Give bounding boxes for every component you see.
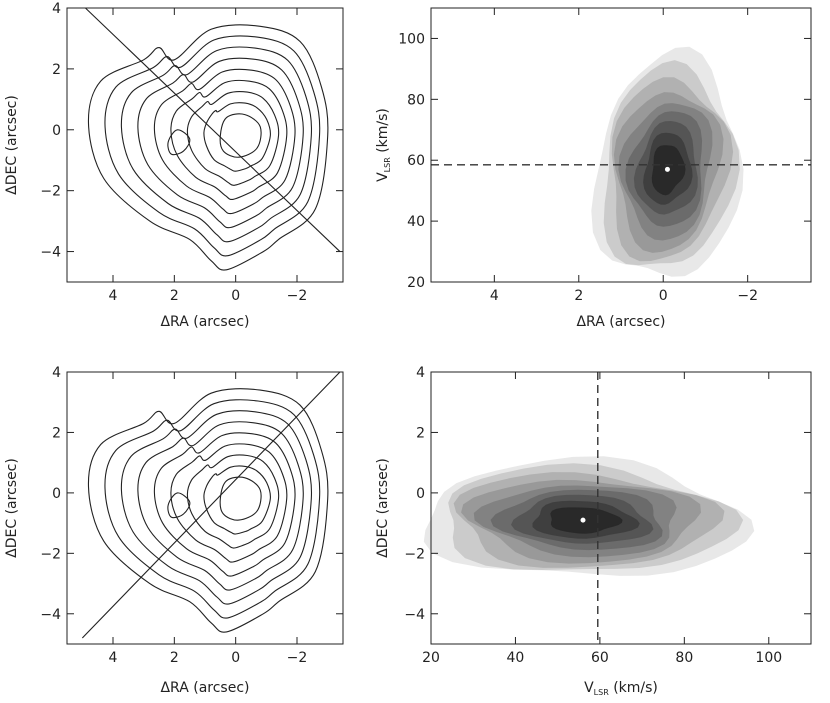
contour-level xyxy=(153,68,296,215)
plot-frame xyxy=(66,7,344,283)
y-tick-label: 0 xyxy=(52,486,61,502)
contour-level xyxy=(170,79,288,201)
y-axis-label: ΔDEC (arcsec) xyxy=(4,95,20,195)
panel-bottom-left: 4 2 0 −2 −4 −2 0 2 4 ΔRA (arcsec) ΔDEC (arcsec) xyxy=(4,365,344,696)
x-tick-label: 2 xyxy=(170,650,179,666)
contour-level xyxy=(186,91,280,186)
x-tick-label: 20 xyxy=(422,650,440,666)
contour-level xyxy=(87,388,329,633)
contour-level xyxy=(186,454,280,549)
y-axis-label: ΔDEC (arcsec) xyxy=(4,458,20,558)
y-tick-label: 60 xyxy=(407,153,425,169)
x-axis-label: ΔRA (arcsec) xyxy=(160,680,249,696)
x-tick-label: 4 xyxy=(109,650,118,666)
plot-frame xyxy=(430,371,812,645)
x-tick-label: 80 xyxy=(675,650,693,666)
contour-level xyxy=(170,443,288,563)
y-tick-label: −2 xyxy=(404,546,425,562)
y-tick-label: −4 xyxy=(40,607,61,623)
pv-diagram xyxy=(591,46,744,277)
x-tick-label: −2 xyxy=(287,288,308,304)
y-tick-label: 0 xyxy=(416,486,425,502)
y-tick-label: 80 xyxy=(407,92,425,108)
y-tick-label: 2 xyxy=(52,425,61,441)
contour-level xyxy=(219,476,262,521)
y-axis-label-main: V xyxy=(375,172,391,182)
pv-diagram xyxy=(423,456,755,576)
cut-line xyxy=(81,371,341,639)
y-tick-label: 100 xyxy=(398,31,425,47)
panel-top-left: 4 2 0 −2 −4 −2 0 2 4 ΔRA (arcsec) ΔDEC (arcsec) xyxy=(4,1,344,330)
y-tick-label: 4 xyxy=(52,1,61,17)
x-tick-label: −2 xyxy=(737,288,758,304)
y-tick-label: 4 xyxy=(52,365,61,381)
contour-level xyxy=(120,410,313,605)
y-axis-label: VLSR (km/s) xyxy=(375,108,392,182)
axes: 20 40 60 80 100 −4 −2 0 2 4 xyxy=(404,365,811,666)
y-tick-label: 2 xyxy=(416,425,425,441)
contour-level xyxy=(104,399,321,619)
x-tick-label: 0 xyxy=(231,288,240,304)
x-axis-label-sub: LSR xyxy=(594,688,610,697)
contour-level xyxy=(153,432,296,577)
x-axis-label-main: V xyxy=(584,680,594,696)
y-axis-label-rest: (km/s) xyxy=(375,108,391,157)
y-tick-label: −2 xyxy=(40,184,61,200)
x-tick-label: 4 xyxy=(109,288,118,304)
contour-level xyxy=(167,129,191,156)
plot-frame xyxy=(430,7,812,283)
x-tick-label: 60 xyxy=(591,650,609,666)
y-axis-label-sub: LSR xyxy=(383,157,392,173)
x-tick-label: 0 xyxy=(659,288,668,304)
cut-line xyxy=(85,7,341,252)
x-tick-label: 2 xyxy=(170,288,179,304)
y-tick-label: 20 xyxy=(407,275,425,291)
y-tick-label: 2 xyxy=(52,62,61,78)
contour-level xyxy=(167,492,191,519)
contour-level xyxy=(203,102,271,172)
y-tick-label: −2 xyxy=(40,546,61,562)
y-tick-label: −4 xyxy=(404,607,425,623)
contour-level xyxy=(137,421,304,591)
x-tick-label: 0 xyxy=(231,650,240,666)
x-axis-label-rest: (km/s) xyxy=(609,680,658,696)
axes: 4 2 0 −2 −4 −2 0 2 4 xyxy=(40,365,343,666)
contour-level xyxy=(104,35,321,257)
contour-level xyxy=(120,46,313,243)
x-tick-label: 4 xyxy=(490,288,499,304)
x-axis-label: ΔRA (arcsec) xyxy=(576,314,665,330)
contour-map xyxy=(87,388,329,633)
x-axis-label: ΔRA (arcsec) xyxy=(160,314,249,330)
peak-marker xyxy=(664,166,670,172)
contour-level xyxy=(219,113,262,158)
y-tick-label: 40 xyxy=(407,214,425,230)
contour-level xyxy=(137,57,304,229)
y-tick-label: 0 xyxy=(52,123,61,139)
x-tick-label: 2 xyxy=(574,288,583,304)
x-tick-label: 40 xyxy=(507,650,525,666)
x-tick-label: −2 xyxy=(287,650,308,666)
y-tick-label: −4 xyxy=(40,245,61,261)
contour-level xyxy=(87,24,329,271)
plot-frame xyxy=(66,371,344,645)
panel-bottom-right: 20 40 60 80 100 −4 −2 0 2 4 VLSR (km/s) ΔDEC (arc… xyxy=(375,365,812,697)
y-axis-label: ΔDEC (arcsec) xyxy=(375,458,391,558)
contour-map xyxy=(87,24,329,271)
axes: 4 2 0 −2 −4 −2 0 2 4 xyxy=(40,1,343,304)
y-tick-label: 4 xyxy=(416,365,425,381)
peak-marker xyxy=(580,517,586,523)
x-axis-label: VLSR (km/s) xyxy=(584,680,658,697)
x-tick-label: 100 xyxy=(755,650,782,666)
contour-level xyxy=(203,465,271,535)
